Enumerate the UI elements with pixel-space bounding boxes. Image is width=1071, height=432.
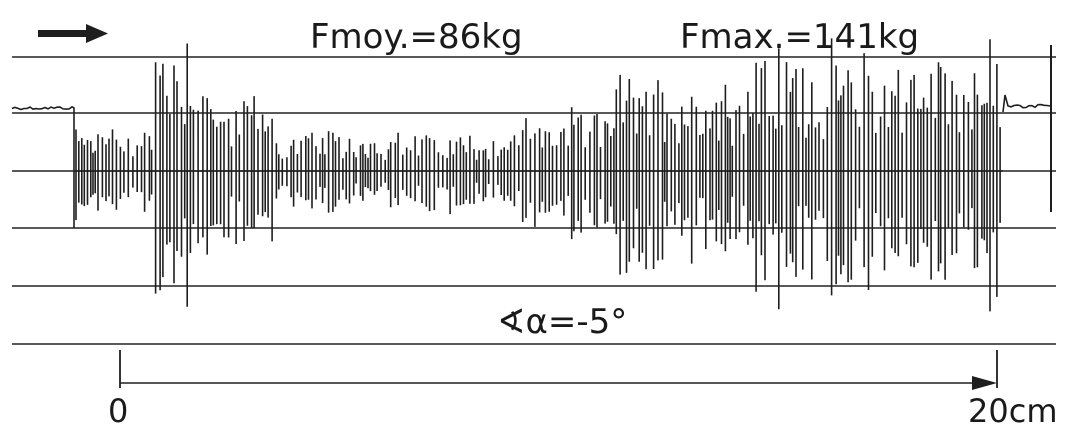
tick-label-20cm: 20cm: [968, 392, 1057, 430]
trace-leading-baseline: [11, 105, 75, 228]
trace-oscillation: [75, 38, 1001, 312]
max-force-label: Fmax.=141kg: [680, 17, 919, 57]
distance-scale: [119, 350, 998, 390]
mean-force-label: Fmoy.=86kg: [310, 17, 523, 57]
scale-arrowhead-icon: [972, 376, 997, 390]
trace-trailing-baseline: [1002, 94, 1051, 113]
signal-trace: [11, 38, 1051, 312]
tick-label-0: 0: [108, 392, 128, 430]
arrow-right-icon: [38, 24, 108, 43]
angle-label: ∢α=-5°: [497, 302, 627, 342]
horizontal-grid: [12, 56, 1056, 345]
